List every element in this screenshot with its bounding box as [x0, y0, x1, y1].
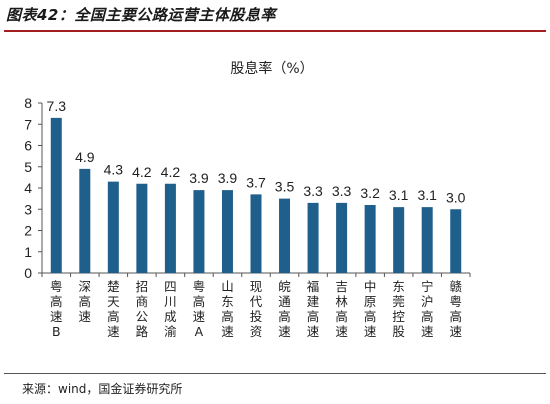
category-label: 山东高速 — [221, 279, 234, 339]
y-tick-label: 6 — [24, 138, 32, 154]
bar-value-label: 3.9 — [218, 170, 238, 186]
y-tick-label: 0 — [24, 265, 32, 281]
category-label: 宁沪高速 — [421, 279, 434, 339]
bar — [107, 181, 119, 273]
y-tick-label: 5 — [24, 159, 32, 175]
bar-value-label: 3.9 — [189, 170, 209, 186]
bar — [50, 117, 62, 273]
data-labels-group: 7.3 4.9 4.3 4.2 4.2 3.9 3.9 3.7 3.5 3.3 3.3 3.2 3.1 3… — [47, 98, 466, 205]
bar-value-label: 4.3 — [104, 162, 124, 178]
bar — [364, 205, 376, 273]
bar-value-label: 3.3 — [332, 183, 352, 199]
y-tick-label: 1 — [24, 244, 32, 260]
bar-value-label: 4.2 — [161, 164, 181, 180]
bar-value-label: 3.7 — [246, 174, 266, 190]
bar — [221, 190, 233, 273]
y-tick-label: 7 — [24, 116, 32, 132]
source-rule — [4, 373, 546, 374]
category-label: 现代投资 — [250, 279, 263, 339]
category-label: 楚天高速 — [107, 279, 120, 339]
y-tick-label: 3 — [24, 201, 32, 217]
bar — [393, 207, 405, 273]
source-note: 来源：wind，国金证券研究所 — [22, 382, 183, 396]
category-label: 粤高速 A — [193, 279, 206, 339]
bar — [193, 190, 205, 273]
category-label: 中原高速 — [364, 279, 377, 339]
bar-value-label: 3.1 — [389, 187, 409, 203]
category-label: 四川成渝 — [164, 279, 177, 339]
bar — [450, 209, 462, 273]
bar — [421, 207, 433, 273]
figure-title: 图表42：全国主要公路运营主体股息率 — [6, 6, 276, 24]
bar — [79, 168, 91, 273]
category-label: 赣粤高速 — [449, 279, 462, 339]
category-label: 粤高速 B — [50, 279, 63, 339]
bars-group — [50, 117, 462, 273]
bar-chart: 股息率（%） 0 1 2 3 4 5 6 7 8 7.3 4.9 4.3 4.2 4.2 3.9 3.9 3.… — [24, 60, 471, 339]
title-rule — [4, 30, 546, 32]
bar-value-label: 4.2 — [132, 164, 152, 180]
category-labels-group: 粤高速 B 深高速 楚天高速 招商公路 四川成渝 粤高速 A 山东高速 现代投资 皖通高速 福建高速 吉… — [50, 279, 462, 339]
bar — [307, 202, 319, 273]
bar-value-label: 3.5 — [275, 179, 295, 195]
bar-value-label: 3.1 — [417, 187, 437, 203]
chart-title: 股息率（%） — [230, 60, 313, 77]
bar — [279, 198, 291, 273]
category-label: 深高速 — [79, 279, 92, 324]
category-label: 吉林高速 — [335, 279, 348, 339]
bar — [136, 183, 148, 273]
bar-value-label: 7.3 — [47, 98, 67, 114]
bar — [336, 202, 348, 273]
category-label: 招商公路 — [136, 279, 149, 339]
category-label: 福建高速 — [307, 279, 320, 339]
category-label: 皖通高速 — [278, 279, 291, 339]
category-label: 东莞控股 — [392, 279, 405, 339]
bar-value-label: 4.9 — [75, 149, 95, 165]
bar-value-label: 3.0 — [446, 189, 466, 205]
bar-value-label: 3.3 — [303, 183, 323, 199]
bar — [250, 194, 262, 273]
y-tick-label: 2 — [24, 223, 32, 239]
y-tick-label: 4 — [24, 180, 32, 196]
y-tick-label: 8 — [24, 95, 32, 111]
bar — [164, 183, 176, 273]
bar-value-label: 3.2 — [360, 185, 380, 201]
